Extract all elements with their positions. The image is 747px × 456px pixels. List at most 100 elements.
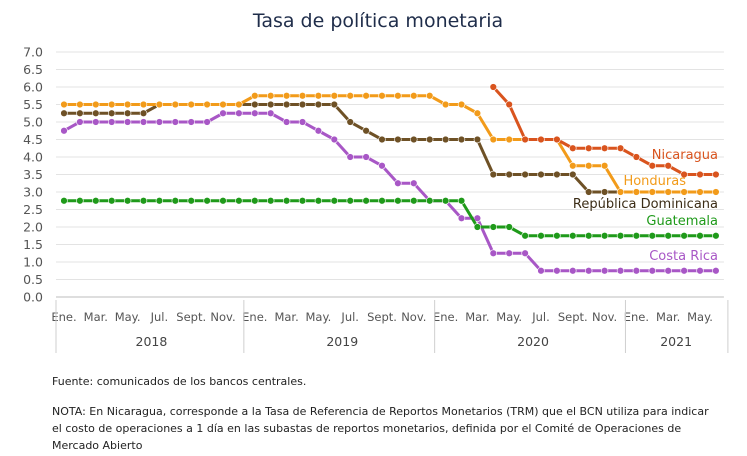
data-point: [553, 267, 561, 275]
data-point: [76, 100, 84, 109]
x-tick-label: Nov.: [210, 310, 235, 324]
data-point: [616, 267, 625, 275]
data-point: [410, 135, 418, 144]
x-tick-label: Mar.: [274, 310, 298, 324]
data-point: [139, 100, 148, 109]
data-point: [394, 197, 402, 205]
data-point: [139, 118, 148, 126]
data-point: [537, 170, 545, 179]
footnote-line-2: el costo de operaciones a 1 día en las s…: [52, 422, 682, 435]
x-tick-label: Sept.: [176, 310, 206, 324]
x-tick-label: Sept.: [367, 310, 397, 324]
x-tick-label: Ene.: [433, 310, 458, 324]
data-point: [680, 188, 688, 196]
data-point: [139, 197, 148, 205]
data-point: [505, 223, 513, 231]
data-point: [378, 135, 386, 144]
data-point: [267, 92, 275, 100]
data-point: [600, 188, 609, 196]
data-point: [664, 232, 672, 240]
data-point: [569, 170, 577, 179]
y-tick-label: 1.0: [23, 255, 43, 270]
series-label: Costa Rica: [649, 249, 718, 264]
data-point: [362, 127, 370, 135]
data-point: [426, 135, 434, 144]
data-point: [410, 92, 418, 100]
series-nicaragua: [489, 83, 720, 179]
data-point: [107, 100, 116, 109]
data-point: [362, 92, 370, 100]
data-point: [187, 118, 195, 126]
data-point: [187, 197, 195, 205]
data-point: [648, 188, 656, 196]
data-point: [346, 118, 354, 126]
data-point: [251, 92, 259, 100]
year-label: 2018: [136, 334, 168, 349]
data-point: [251, 109, 259, 117]
x-tick-label: Nov.: [401, 310, 426, 324]
data-point: [92, 100, 100, 109]
data-point: [107, 109, 116, 117]
x-tick-label: Jul.: [340, 310, 359, 324]
data-point: [314, 197, 323, 205]
footnote-line-3: Mercado Abierto: [52, 439, 143, 452]
data-point: [441, 197, 450, 205]
y-tick-label: 1.5: [23, 237, 43, 252]
data-point: [584, 144, 593, 152]
data-point: [712, 267, 720, 275]
data-point: [346, 153, 354, 161]
y-tick-label: 7.0: [23, 45, 43, 60]
data-point: [60, 109, 68, 117]
data-point: [680, 170, 688, 179]
data-point: [632, 267, 641, 275]
data-point: [298, 197, 307, 205]
series-label: Nicaragua: [652, 148, 718, 163]
data-point: [155, 100, 164, 109]
data-point: [457, 197, 466, 205]
data-point: [92, 109, 100, 117]
y-tick-label: 4.5: [23, 132, 43, 147]
x-tick-label: May.: [687, 310, 713, 324]
data-point: [330, 135, 338, 144]
y-tick-label: 5.5: [23, 97, 43, 112]
data-point: [282, 118, 291, 126]
data-point: [410, 179, 418, 187]
data-point: [648, 162, 656, 170]
data-point: [712, 232, 720, 240]
data-point: [60, 127, 68, 135]
data-point: [600, 162, 609, 170]
y-tick-label: 2.5: [23, 202, 43, 217]
data-point: [123, 109, 132, 117]
data-point: [219, 197, 227, 205]
data-point: [616, 188, 625, 196]
data-point: [251, 197, 259, 205]
data-point: [553, 232, 561, 240]
data-point: [600, 267, 609, 275]
data-point: [616, 232, 625, 240]
data-point: [537, 232, 545, 240]
data-point: [489, 170, 497, 179]
series-label: Honduras: [623, 174, 686, 189]
x-tick-label: Ene.: [51, 310, 76, 324]
data-point: [330, 197, 338, 205]
data-point: [203, 197, 211, 205]
data-point: [267, 109, 275, 117]
y-tick-label: 2.0: [23, 220, 43, 235]
data-point: [362, 153, 370, 161]
series-guatemala: [60, 197, 720, 240]
data-point: [632, 188, 641, 196]
data-point: [696, 267, 704, 275]
data-point: [123, 118, 132, 126]
series-costa-rica: [60, 109, 720, 275]
data-point: [378, 197, 386, 205]
x-tick-label: Jul.: [531, 310, 550, 324]
data-point: [569, 232, 577, 240]
data-point: [632, 232, 641, 240]
data-point: [235, 100, 243, 109]
data-point: [505, 100, 513, 109]
footnote-line-1: NOTA: En Nicaragua, corresponde a la Tas…: [52, 405, 709, 418]
data-point: [505, 249, 513, 257]
data-point: [521, 135, 529, 144]
data-point: [489, 83, 497, 91]
data-point: [648, 232, 656, 240]
